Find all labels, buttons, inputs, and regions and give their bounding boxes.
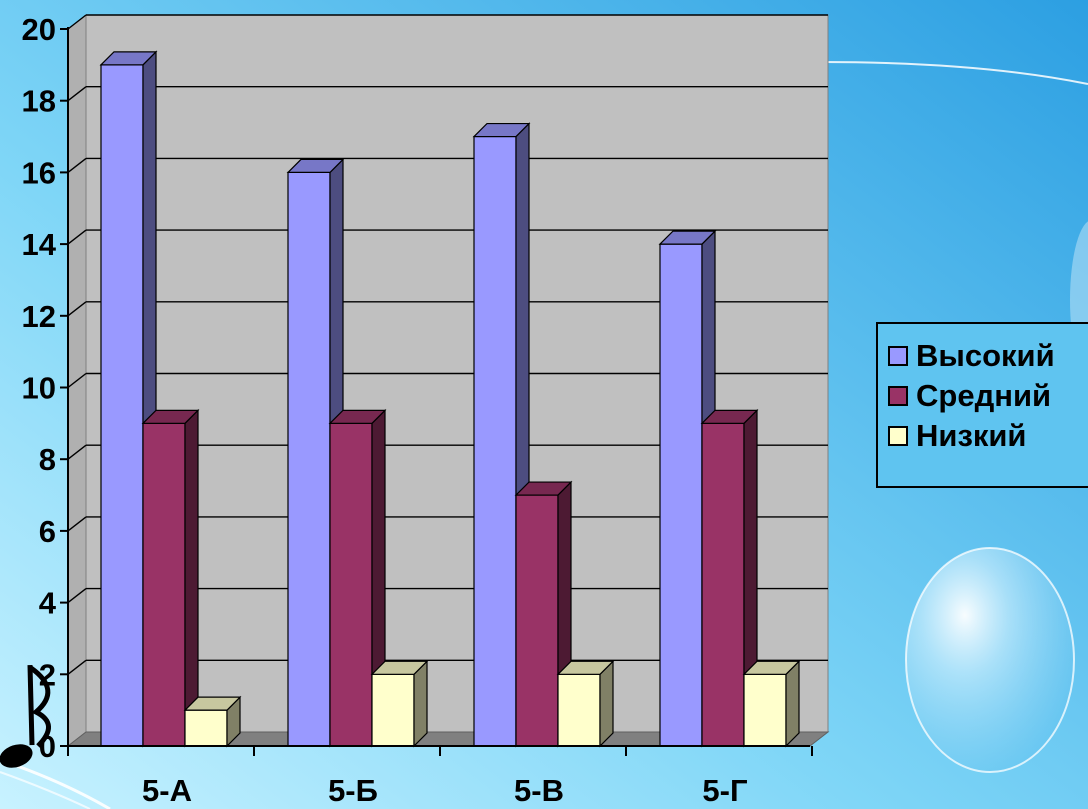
gridline — [67, 516, 87, 532]
bar — [99, 50, 158, 748]
music-note-icon — [0, 664, 111, 809]
legend-swatch-high — [888, 346, 908, 366]
bar — [742, 659, 801, 748]
bar-top — [286, 158, 345, 173]
bar-top — [514, 481, 573, 496]
bar-front — [142, 422, 186, 747]
bar-top — [658, 230, 717, 245]
y-tick-label: 14 — [22, 227, 57, 262]
bar-top — [141, 409, 200, 424]
y-tick-label: 10 — [22, 371, 56, 406]
bar-front — [329, 422, 373, 747]
bar-side — [599, 659, 614, 748]
bar-top — [472, 122, 531, 138]
gridline — [67, 301, 87, 317]
gridline — [67, 86, 87, 102]
y-tick-label: 2 — [39, 657, 56, 692]
bar — [183, 695, 242, 748]
bar-top — [328, 409, 387, 424]
gridline — [67, 14, 87, 30]
y-tick-label: 18 — [22, 84, 56, 119]
bar-front — [515, 494, 559, 747]
legend-label-low: Низкий — [916, 418, 1027, 453]
bars — [99, 50, 801, 748]
gridline — [67, 444, 87, 460]
legend-label-medium: Средний — [916, 378, 1052, 413]
gridline — [67, 588, 87, 604]
gridline — [67, 157, 87, 173]
bar-side — [785, 659, 800, 748]
bar-top — [183, 696, 242, 711]
bar-front — [371, 673, 415, 747]
y-tick-label: 0 — [39, 729, 56, 764]
legend-item-medium: Средний — [888, 376, 1088, 416]
x-axis-ticks: 5-А 5-Б 5-В 5-Г — [67, 746, 813, 808]
y-tick-label: 6 — [39, 514, 56, 549]
y-axis-ticks: 0 2 4 6 8 10 12 14 16 18 20 — [22, 12, 68, 764]
y-tick-label: 8 — [39, 442, 56, 477]
x-tick-label: 5-Г — [702, 773, 747, 808]
y-tick-label: 16 — [22, 155, 56, 190]
bar-front — [659, 243, 703, 747]
bar-front — [743, 673, 787, 747]
bar-top — [370, 660, 429, 675]
bar-top — [700, 409, 759, 424]
x-tick-label: 5-В — [514, 773, 564, 808]
x-tick-label: 5-Б — [328, 773, 378, 808]
bar — [141, 408, 200, 748]
y-tick-label: 20 — [22, 12, 56, 47]
gridline — [67, 659, 87, 675]
bar-front — [184, 709, 228, 747]
legend-swatch-low — [888, 426, 908, 446]
legend-item-low: Низкий — [888, 416, 1088, 456]
bar-front — [287, 171, 331, 747]
y-tick-label: 4 — [39, 586, 57, 621]
x-tick-label: 5-А — [142, 773, 192, 808]
bar-top — [742, 660, 801, 675]
bar — [556, 659, 615, 748]
legend: Высокий Средний Низкий — [876, 322, 1088, 488]
y-tick-label: 12 — [22, 299, 56, 334]
legend-item-high: Высокий — [888, 336, 1088, 376]
bar-side — [184, 408, 199, 748]
bar-front — [100, 64, 144, 747]
bar-side — [413, 659, 428, 748]
legend-swatch-medium — [888, 386, 908, 406]
bar-top — [99, 51, 158, 66]
bar — [700, 408, 759, 748]
gridline — [67, 372, 87, 389]
bar-top — [556, 660, 615, 675]
bar-front — [473, 135, 517, 747]
bar-front — [557, 673, 601, 747]
gridline — [67, 229, 87, 245]
bar — [370, 659, 429, 748]
legend-label-high: Высокий — [916, 338, 1055, 373]
bar-front — [701, 422, 745, 747]
